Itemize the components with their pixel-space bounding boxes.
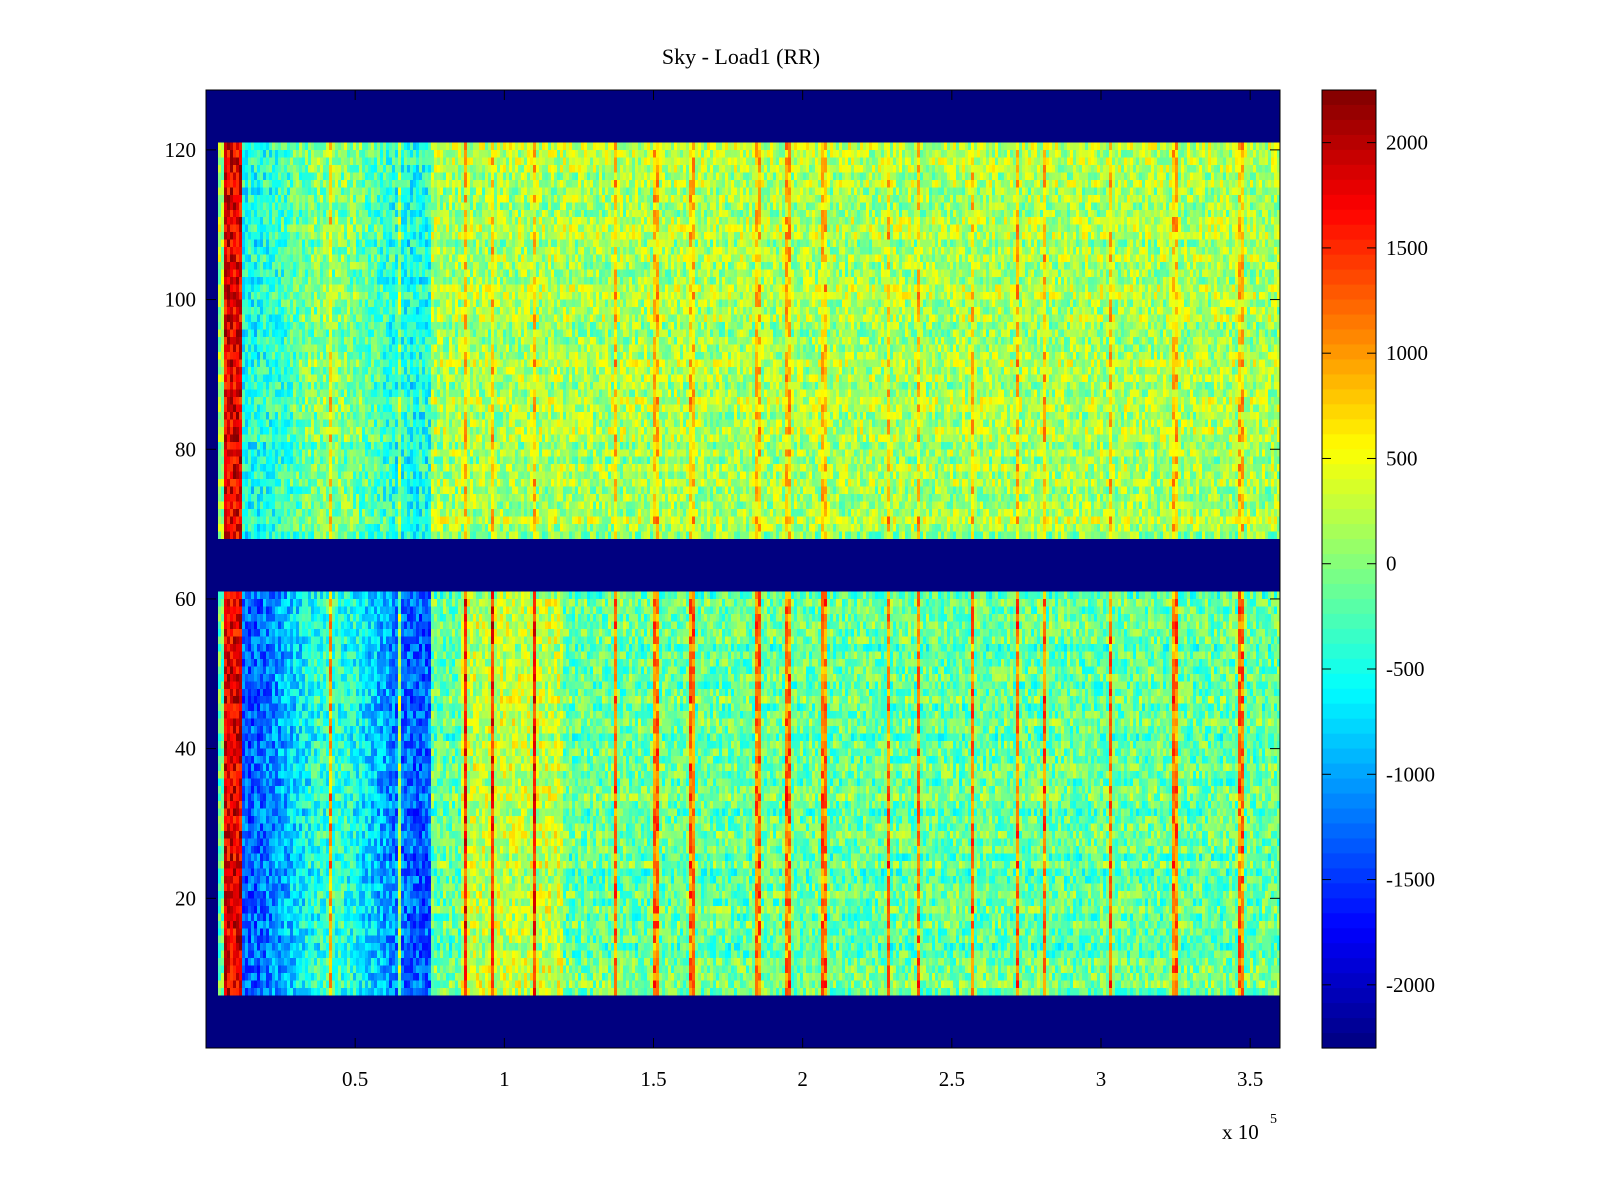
colorbar-segment	[1322, 958, 1376, 974]
colorbar-segment	[1322, 134, 1376, 151]
colorbar-tick-label: 500	[1386, 446, 1418, 470]
chart-title: Sky - Load1 (RR)	[662, 44, 820, 69]
colorbar-segment	[1322, 838, 1376, 855]
colorbar-segment	[1322, 434, 1376, 450]
x-tick-label: 2.5	[939, 1067, 965, 1091]
colorbar-segment	[1322, 359, 1376, 376]
colorbar-segment	[1322, 718, 1376, 735]
x-tick-label: 3.5	[1237, 1067, 1263, 1091]
x-tick-label: 1.5	[640, 1067, 666, 1091]
colorbar-segment	[1322, 1003, 1376, 1019]
colorbar-segment	[1322, 778, 1376, 795]
colorbar-segment	[1322, 524, 1376, 540]
colorbar-tick-label: -1000	[1386, 762, 1435, 786]
colorbar-segment	[1322, 973, 1376, 989]
colorbar-segment	[1322, 748, 1376, 765]
colorbar-segment	[1322, 494, 1376, 510]
colorbar-segment	[1322, 194, 1376, 211]
colorbar-segment	[1322, 90, 1376, 106]
colorbar-segment	[1322, 613, 1376, 630]
y-tick-label: 40	[175, 737, 196, 761]
colorbar-segment	[1322, 703, 1376, 720]
colorbar-segment	[1322, 389, 1376, 405]
colorbar-segment	[1322, 688, 1376, 705]
colorbar-segment	[1322, 883, 1376, 899]
colorbar-segment	[1322, 673, 1376, 690]
colorbar-segment	[1322, 299, 1376, 316]
colorbar-segment	[1322, 853, 1376, 869]
colorbar-tick-label: -1500	[1386, 868, 1435, 892]
heatmap-cells	[206, 90, 1280, 1048]
colorbar-segment	[1322, 329, 1376, 346]
colorbar-segment	[1322, 988, 1376, 1004]
y-tick-label: 60	[175, 587, 196, 611]
colorbar-segment	[1322, 344, 1376, 361]
colorbar-segment	[1322, 763, 1376, 780]
colorbar-segment	[1322, 284, 1376, 301]
colorbar-segment	[1322, 404, 1376, 420]
colorbar-segment	[1322, 119, 1376, 136]
y-tick-label: 20	[175, 886, 196, 910]
colorbar-segment	[1322, 374, 1376, 390]
colorbar-axis: 2000 1500 1000 500 0 -500 -1000 -1500 -2000	[1322, 131, 1435, 997]
colorbar-tick-label: -2000	[1386, 973, 1435, 997]
colorbar-tick-label: 1500	[1386, 236, 1428, 260]
colorbar-segment	[1322, 643, 1376, 660]
colorbar-segment	[1322, 569, 1376, 585]
colorbar-segment	[1322, 733, 1376, 750]
colorbar-segment	[1322, 793, 1376, 810]
colorbar-segment	[1322, 419, 1376, 435]
colorbar-segment	[1322, 104, 1376, 121]
colorbar-segment	[1322, 1033, 1376, 1049]
colorbar-segment	[1322, 224, 1376, 241]
colorbar-segment	[1322, 808, 1376, 825]
colorbar-segment	[1322, 314, 1376, 331]
plot-frame	[205, 89, 1281, 1049]
heatmap-image	[206, 90, 1280, 1048]
colorbar-segment	[1322, 823, 1376, 840]
y-axis: 20 40 60 80 100 120	[165, 138, 1280, 910]
colorbar-segment	[1322, 658, 1376, 675]
x-tick-label: 0.5	[342, 1067, 368, 1091]
colorbar-segment	[1322, 554, 1376, 570]
colorbar-segment	[1322, 254, 1376, 271]
colorbar-segment	[1322, 239, 1376, 256]
colorbar-segment	[1322, 149, 1376, 166]
colorbar-tick-label: 1000	[1386, 341, 1428, 365]
colorbar-segment	[1322, 164, 1376, 181]
colorbar-tick-label: 0	[1386, 552, 1397, 576]
x-tick-label: 2	[797, 1067, 808, 1091]
colorbar-segment	[1322, 628, 1376, 645]
colorbar-segment	[1322, 179, 1376, 196]
colorbar-tick-label: 2000	[1386, 131, 1428, 155]
colorbar-segment	[1322, 464, 1376, 480]
x-tick-label: 3	[1096, 1067, 1107, 1091]
colorbar-segment	[1322, 449, 1376, 465]
colorbar-segment	[1322, 209, 1376, 226]
y-tick-label: 80	[175, 437, 196, 461]
colorbar-segment	[1322, 868, 1376, 884]
colorbar-segment	[1322, 269, 1376, 286]
colorbar-tick-label: -500	[1386, 657, 1425, 681]
colorbar-frame	[1321, 89, 1377, 1049]
colorbar	[1322, 90, 1376, 1049]
x-axis-exponent-label: x 10	[1222, 1120, 1259, 1144]
colorbar-segment	[1322, 913, 1376, 929]
colorbar-segment	[1322, 583, 1376, 600]
colorbar-segment	[1322, 509, 1376, 525]
colorbar-segment	[1322, 598, 1376, 615]
x-axis-exponent-power: 5	[1270, 1112, 1277, 1127]
colorbar-segment	[1322, 928, 1376, 944]
x-axis: 0.5 1 1.5 2 2.5 3 3.5	[342, 90, 1263, 1091]
colorbar-segment	[1322, 898, 1376, 914]
colorbar-segment	[1322, 539, 1376, 555]
colorbar-segment	[1322, 479, 1376, 495]
y-tick-label: 120	[165, 138, 197, 162]
y-tick-label: 100	[165, 288, 197, 312]
x-tick-label: 1	[499, 1067, 510, 1091]
colorbar-segment	[1322, 1018, 1376, 1034]
colorbar-segment	[1322, 943, 1376, 959]
